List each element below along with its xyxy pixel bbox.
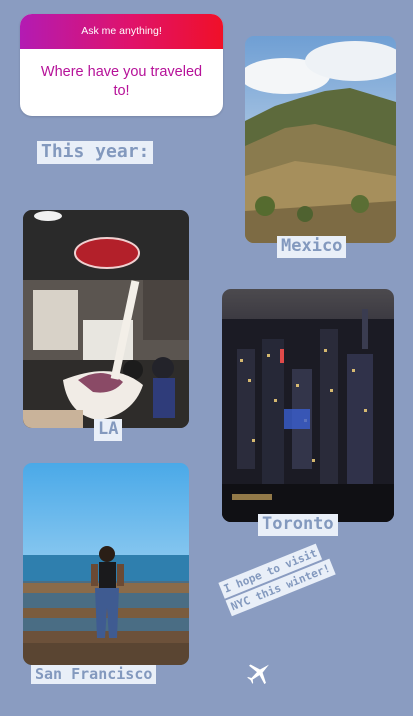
question-sticker-header: Ask me anything! — [20, 14, 223, 49]
san-francisco-photo — [23, 463, 189, 665]
toronto-label: Toronto — [258, 514, 338, 536]
visit-note: I hope to visit NYC this winter! — [218, 526, 371, 617]
question-sticker[interactable]: Ask me anything! Where have you traveled… — [20, 14, 223, 116]
san-francisco-label: San Francisco — [31, 665, 157, 685]
la-label: LA — [94, 419, 123, 441]
toronto-photo — [222, 289, 394, 522]
airplane-icon — [244, 658, 274, 688]
question-sticker-text: Where have you traveled to! — [40, 64, 203, 99]
this-year-label: This year: — [37, 141, 154, 164]
mexico-photo — [245, 36, 396, 243]
la-photo — [23, 210, 189, 428]
mexico-label: Mexico — [277, 236, 347, 258]
